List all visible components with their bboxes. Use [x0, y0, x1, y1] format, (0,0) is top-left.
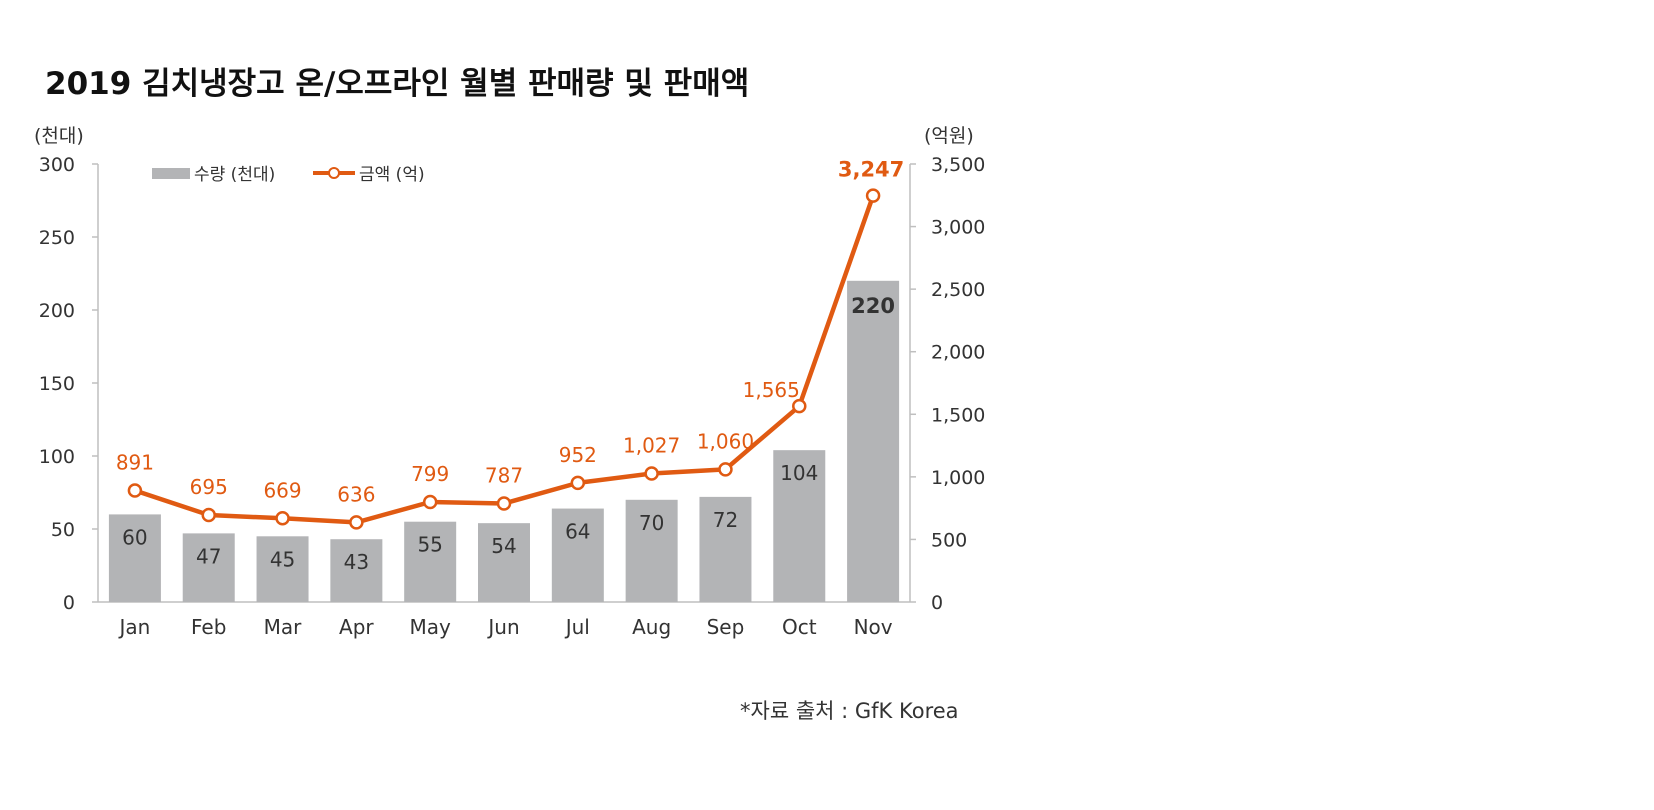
x-tick-label: Jan: [117, 615, 150, 639]
bar-sep: [699, 496, 752, 602]
y-right-unit-label: (억원): [924, 125, 974, 147]
line-point-jul: [570, 475, 586, 491]
line-value-label: 952: [559, 443, 597, 467]
y-left-tick-label: 150: [39, 373, 75, 395]
x-tick-label: Mar: [264, 615, 303, 639]
line-value-label: 3,247: [838, 158, 904, 182]
line-value-label: 799: [411, 462, 449, 486]
y-left-tick-label: 100: [39, 446, 75, 468]
y-right-tick-label: 500: [931, 529, 967, 551]
bar-value-label: 72: [713, 508, 738, 532]
chart-legend: 수량 (천대) 금액 (억): [152, 165, 425, 185]
y-right-tick-label: 0: [931, 592, 943, 614]
y-right-tick-label: 1,500: [931, 404, 985, 426]
line-point-mar: [275, 511, 290, 526]
bar-oct: [773, 450, 826, 602]
y-right-tick-label: 3,500: [931, 154, 985, 176]
legend-line-marker: [328, 167, 340, 179]
bar-value-label: 55: [417, 533, 442, 557]
bar-value-label: 220: [851, 294, 895, 318]
y-left-tick-label: 300: [39, 154, 75, 176]
line-point-sep: [718, 462, 733, 477]
bar-value-label: 54: [491, 534, 516, 558]
bar-value-label: 43: [344, 550, 369, 574]
line-value-label: 1,565: [743, 378, 800, 402]
bar-jul: [551, 508, 604, 602]
line-point-jun: [496, 496, 512, 511]
y-left-tick-label: 250: [39, 227, 75, 249]
bar-value-label: 70: [639, 511, 664, 535]
x-tick-label: May: [410, 615, 452, 639]
line-value-label: 636: [337, 482, 375, 506]
line-point-nov: [865, 188, 881, 203]
y-left-tick-label: 200: [39, 300, 75, 322]
bar-apr: [330, 539, 383, 602]
line-value-label: 787: [485, 464, 523, 488]
line-point-apr: [349, 515, 364, 530]
bar-value-label: 47: [196, 544, 221, 568]
line-point-aug: [644, 466, 659, 481]
line-value-label: 695: [190, 475, 228, 499]
line-point-feb: [201, 507, 216, 523]
bar-jan: [108, 514, 161, 602]
y-left-tick-label: 50: [51, 519, 75, 541]
y-right-tick-label: 2,500: [931, 279, 985, 301]
bar-feb: [182, 533, 235, 602]
source-note: *자료 출처 : GfK Korea: [740, 699, 959, 723]
bar-may: [404, 521, 457, 602]
line-series: 891 695 669 636 799 787 952 1,027 1,060 1,565 3,24…: [116, 158, 904, 530]
line-point-oct: [792, 398, 807, 414]
bar-nov: [847, 280, 900, 602]
y-right-tick-label: 2,000: [931, 342, 985, 364]
chart-title: 2019 김치냉장고 온/오프라인 월별 판매량 및 판매액: [45, 66, 750, 102]
y-left-unit-label: (천대): [34, 125, 84, 147]
x-tick-label: Feb: [191, 615, 226, 639]
bar-series: 60 47 45 43 55 54 64 70 72 104 220: [108, 280, 900, 602]
bar-value-label: 45: [270, 547, 295, 571]
y-right-tick-label: 1,000: [931, 467, 985, 489]
x-tick-label: Jun: [486, 615, 519, 639]
bar-mar: [256, 536, 309, 602]
line-value-label: 891: [116, 450, 154, 474]
legend-bar-swatch: [152, 168, 190, 179]
line-value-label: 669: [263, 478, 301, 502]
y-right-tick-label: 3,000: [931, 217, 985, 239]
x-tick-label: Oct: [782, 615, 817, 639]
x-tick-label: Aug: [632, 615, 671, 639]
x-tick-label: Sep: [707, 615, 745, 639]
x-tick-label: Nov: [854, 615, 893, 639]
legend-bar-label: 수량 (천대): [194, 165, 275, 185]
line-point-jan: [127, 483, 143, 498]
y-left-tick-label: 0: [63, 592, 75, 614]
x-tick-label: Apr: [339, 615, 374, 639]
bar-aug: [625, 499, 678, 602]
legend-line-label: 금액 (억): [359, 165, 425, 185]
line-point-may: [422, 494, 438, 510]
line-value-label: 1,060: [697, 429, 754, 453]
bar-value-label: 64: [565, 520, 590, 544]
x-tick-label: Jul: [564, 615, 590, 639]
line-value-label: 1,027: [623, 433, 680, 457]
bar-value-label: 60: [122, 525, 147, 549]
bar-jun: [478, 523, 530, 602]
bar-value-label: 104: [780, 461, 818, 485]
